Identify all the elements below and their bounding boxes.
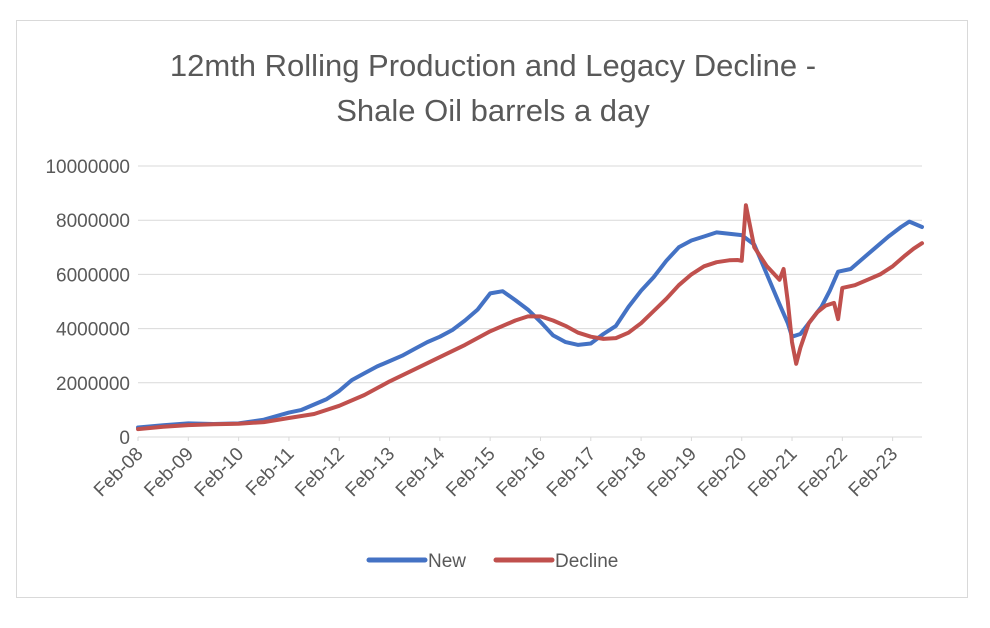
series-line-new (136, 219, 924, 430)
y-tick-label: 0 (119, 428, 130, 449)
y-tick-label: 10000000 (45, 157, 130, 178)
gridlines (138, 165, 922, 438)
line-chart: 12mth Rolling Production and Legacy Decl… (45, 48, 924, 572)
legend-label-new: New (428, 551, 466, 572)
series-line-decline (136, 203, 924, 432)
chart-title: 12mth Rolling Production and Legacy Decl… (170, 48, 816, 128)
x-tick-label: Feb-20 (694, 444, 751, 501)
x-tick-label: Feb-22 (794, 444, 851, 501)
legend-label-decline: Decline (555, 551, 618, 572)
x-tick-label: Feb-09 (140, 444, 197, 501)
x-tick-label: Feb-23 (845, 444, 902, 501)
y-tick-label: 4000000 (56, 320, 130, 341)
y-tick-label: 2000000 (56, 374, 130, 395)
chart-frame: 12mth Rolling Production and Legacy Decl… (16, 20, 968, 598)
x-tick-label: Feb-10 (191, 444, 248, 501)
y-tick-label: 8000000 (56, 211, 130, 232)
chart-title-line-1: 12mth Rolling Production and Legacy Decl… (170, 48, 816, 83)
chart-title-line-2: Shale Oil barrels a day (336, 93, 650, 128)
x-tick-label: Feb-15 (442, 444, 499, 501)
y-tick-label: 6000000 (56, 265, 130, 286)
series-lines (136, 203, 924, 432)
x-tick-label: Feb-21 (744, 444, 801, 501)
x-tick-label: Feb-08 (90, 444, 147, 501)
y-axis-ticks: 0 2000000 4000000 6000000 8000000 10000000 (45, 157, 130, 449)
x-tick-label: Feb-12 (291, 444, 348, 501)
x-tick-label: Feb-16 (493, 444, 550, 501)
x-tick-label: Feb-11 (242, 444, 298, 500)
x-tick-label: Feb-13 (342, 444, 399, 501)
x-tick-label: Feb-18 (593, 444, 650, 501)
x-tick-label: Feb-17 (543, 444, 600, 501)
x-tick-label: Feb-14 (392, 443, 450, 501)
legend: New Decline (366, 551, 618, 572)
x-axis-ticks: Feb-08Feb-09Feb-10Feb-11Feb-12Feb-13Feb-… (90, 437, 902, 501)
x-tick-label: Feb-19 (644, 444, 701, 501)
